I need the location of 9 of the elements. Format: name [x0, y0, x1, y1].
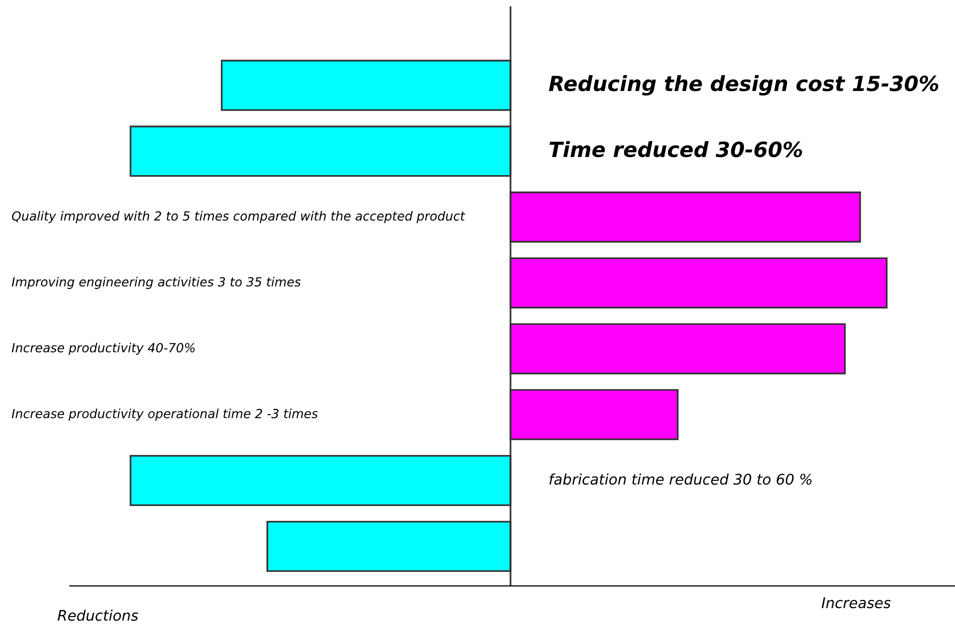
- y-tick-label: Improving engineering activities 3 to 35 times: [12, 276, 301, 289]
- y-tick-label: Reducing the design cost 15-30%: [548, 75, 938, 96]
- y-tick-label: Time reduced 30-60%: [550, 141, 802, 158]
- y-tick-label: fabrication time reduced 30 to 60 %: [549, 473, 812, 485]
- text: Increases: [822, 597, 891, 608]
- y-tick-label: Quality improved with 2 to 5 times compared with the accepted product: [12, 211, 466, 224]
- y-tick-label: Increase productivity 40-70%: [12, 342, 195, 355]
- y-tick-label: Increase productivity operational time 2 -3 times: [12, 408, 318, 421]
- text: Reductions: [58, 610, 138, 621]
